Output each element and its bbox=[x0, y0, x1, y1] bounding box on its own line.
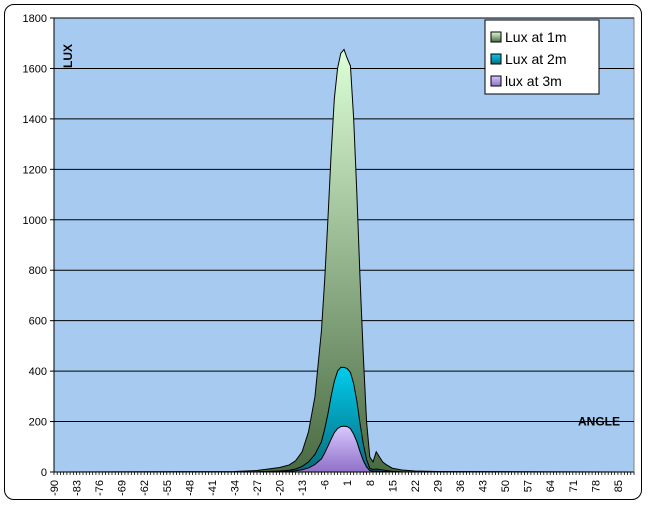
x-tick-label: 29 bbox=[432, 480, 444, 492]
x-tick-label: -13 bbox=[297, 480, 309, 496]
x-tick-label: -55 bbox=[162, 480, 174, 496]
legend-swatch bbox=[490, 75, 502, 87]
x-tick-label: -6 bbox=[320, 480, 332, 490]
y-tick-label: 800 bbox=[29, 265, 47, 277]
x-tick-label: -62 bbox=[139, 480, 151, 496]
y-axis-title: LUX bbox=[61, 44, 75, 68]
x-tick-label: 36 bbox=[455, 480, 467, 492]
legend-label: Lux at 1m bbox=[505, 29, 566, 45]
legend: Lux at 1m Lux at 2m lux at 3m bbox=[484, 19, 600, 95]
y-tick-label: 600 bbox=[29, 316, 47, 328]
x-tick-label: -27 bbox=[252, 480, 264, 496]
x-tick-label: 57 bbox=[523, 480, 535, 492]
series-area-lux-at-2m bbox=[54, 366, 634, 473]
x-tick-label: 85 bbox=[613, 480, 625, 492]
y-tick-label: 400 bbox=[29, 366, 47, 378]
y-tick-label: 1400 bbox=[23, 114, 47, 126]
x-tick-label: 1 bbox=[342, 480, 354, 486]
x-tick-label: 22 bbox=[410, 480, 422, 492]
x-tick-label: -20 bbox=[275, 480, 287, 496]
y-tick-label: 1200 bbox=[23, 164, 47, 176]
legend-swatch bbox=[490, 31, 502, 43]
y-tick-label: 200 bbox=[29, 417, 47, 429]
series-area-lux-at-1m bbox=[53, 48, 635, 473]
x-tick-label: 50 bbox=[500, 480, 512, 492]
x-tick-label: -83 bbox=[72, 480, 84, 496]
legend-swatch bbox=[490, 53, 502, 65]
x-axis-title: ANGLE bbox=[578, 414, 620, 428]
x-tick-label: 64 bbox=[545, 480, 557, 492]
legend-label: Lux at 2m bbox=[505, 51, 566, 67]
legend-box bbox=[484, 19, 600, 95]
x-tick-label: -90 bbox=[49, 480, 61, 496]
x-tick-label: 43 bbox=[478, 480, 490, 492]
y-tick-label: 1800 bbox=[23, 13, 47, 25]
x-tick-label: -41 bbox=[207, 480, 219, 496]
x-tick-label: -48 bbox=[184, 480, 196, 496]
y-tick-label: 1000 bbox=[23, 215, 47, 227]
y-tick-label: 0 bbox=[41, 467, 47, 479]
x-tick-label: -34 bbox=[229, 480, 241, 496]
x-tick-label: 8 bbox=[365, 480, 377, 486]
y-tick-label: 1600 bbox=[23, 63, 47, 75]
x-tick-label: -69 bbox=[117, 480, 129, 496]
x-tick-label: 15 bbox=[387, 480, 399, 492]
x-tick-label: -76 bbox=[94, 480, 106, 496]
x-tick-label: 71 bbox=[568, 480, 580, 492]
x-tick-label: 78 bbox=[590, 480, 602, 492]
legend-label: lux at 3m bbox=[505, 73, 562, 89]
